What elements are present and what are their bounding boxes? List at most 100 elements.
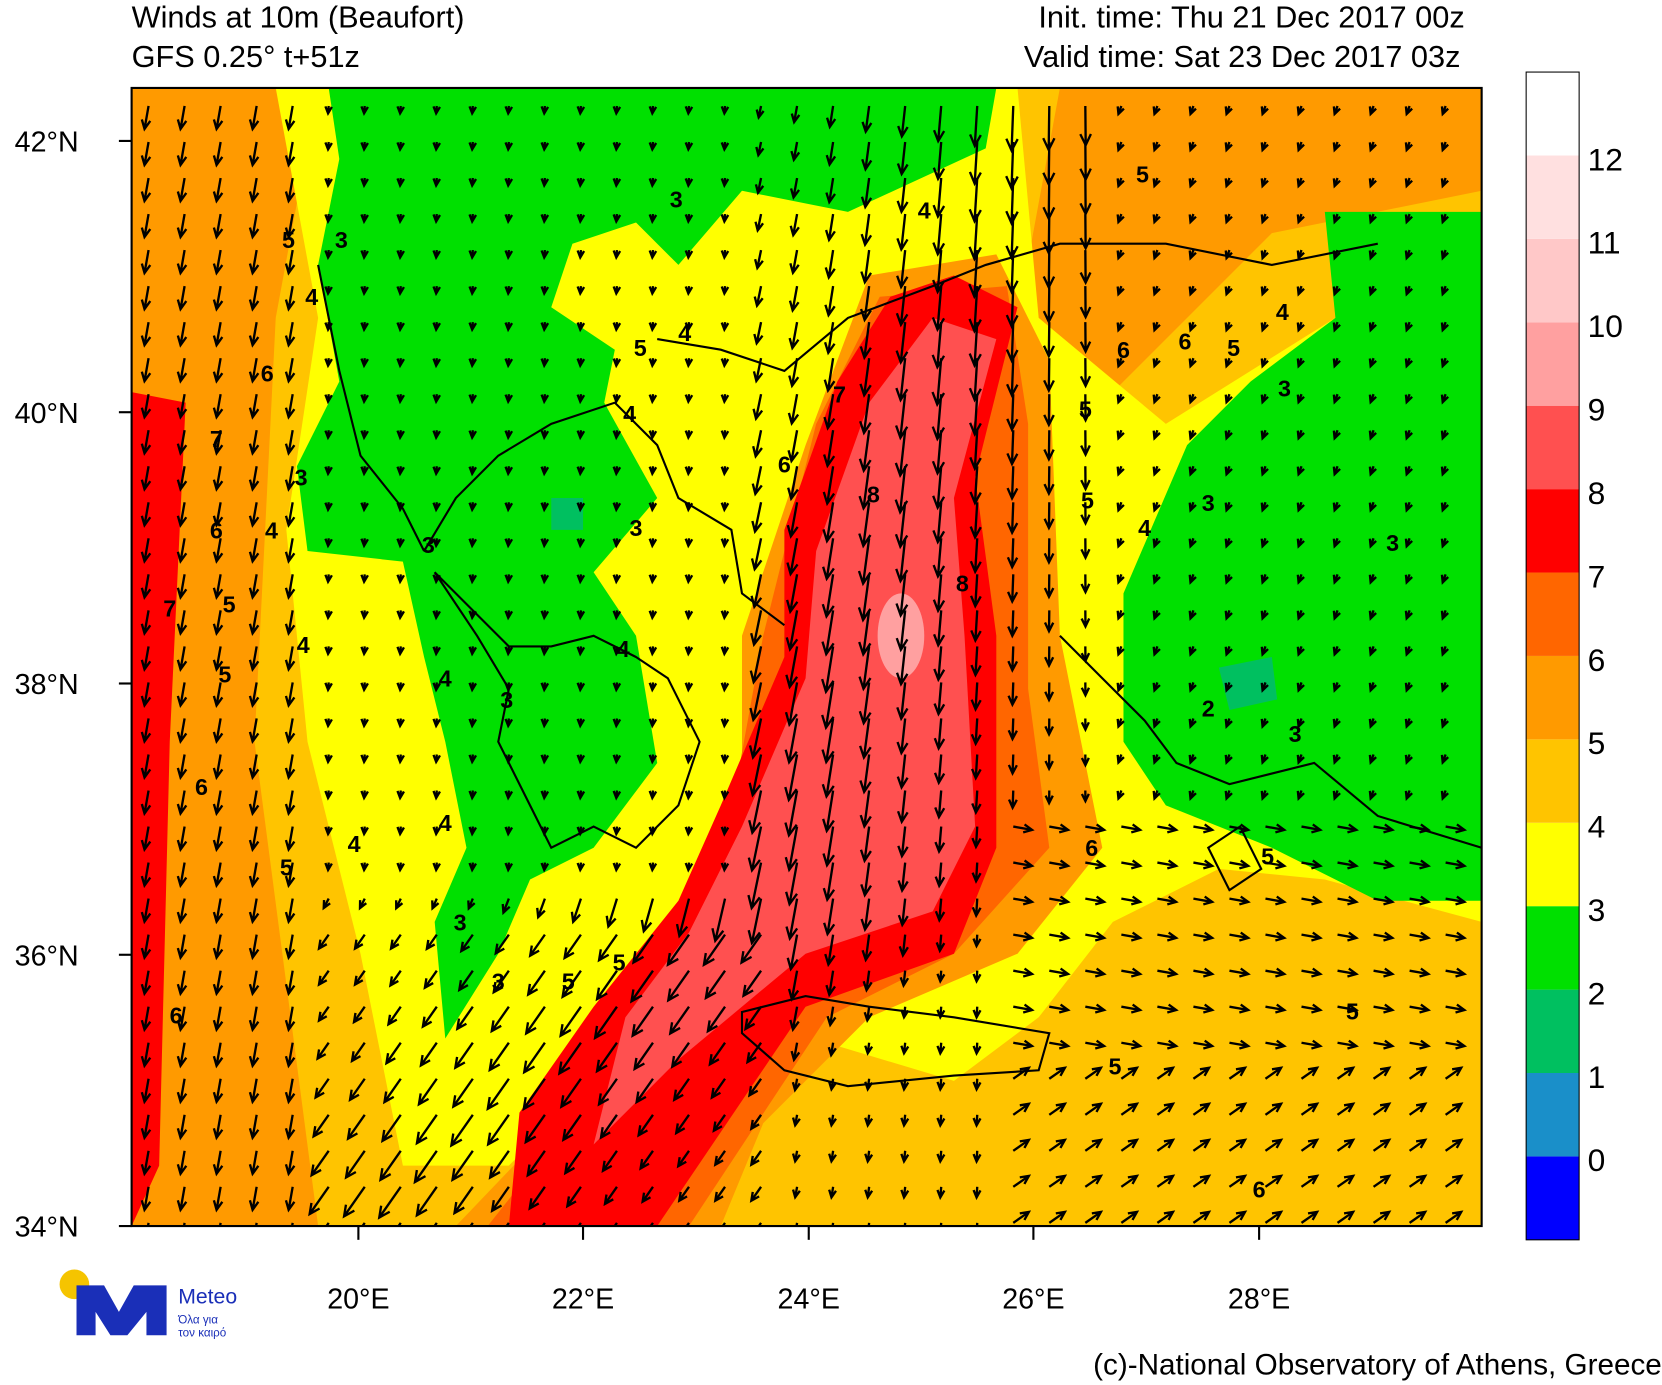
wind-arrow [176, 393, 188, 420]
copyright: (c)-National Observatory of Athens, Gree… [1093, 1348, 1662, 1381]
contour-label: 5 [218, 661, 231, 687]
wind-arrow [1368, 321, 1377, 333]
wind-arrow [1440, 285, 1449, 297]
wind-arrow [176, 826, 188, 853]
wind-arrow [324, 610, 333, 621]
wind-arrow [1229, 895, 1251, 906]
wind-arrow [212, 1042, 224, 1069]
wind-arrow [823, 394, 836, 431]
wind-arrow [612, 322, 622, 333]
wind-arrow [789, 1006, 800, 1033]
wind-arrow [968, 322, 982, 369]
wind-arrow [1296, 105, 1305, 117]
wind-arrow [752, 429, 763, 459]
wind-arrow [378, 1150, 402, 1182]
wind-arrow [176, 898, 188, 925]
wind-arrow [670, 1042, 690, 1069]
wind-arrow [969, 466, 982, 506]
wind-arrow [522, 1042, 546, 1075]
contour-label: 5 [1109, 1054, 1122, 1080]
wind-arrow [933, 754, 946, 786]
wind-arrow [395, 898, 404, 911]
wind-arrow [212, 213, 224, 240]
contour-label: 5 [1079, 397, 1092, 423]
wind-arrow [140, 970, 152, 997]
wind-arrow [468, 682, 478, 693]
wind-arrow [824, 249, 836, 281]
wind-arrow [1260, 213, 1269, 225]
wind-arrow [1049, 895, 1071, 906]
wind-arrow [1372, 1102, 1392, 1116]
wind-arrow [1229, 859, 1251, 870]
wind-arrow [284, 970, 296, 997]
wind-arrow [176, 285, 188, 312]
wind-arrow [504, 249, 514, 261]
wind-arrow [932, 574, 946, 614]
colorbar-segment [1526, 1073, 1580, 1157]
wind-arrow [1049, 931, 1071, 942]
wind-arrow [1296, 141, 1305, 153]
wind-arrow [212, 1078, 224, 1105]
wind-arrow [396, 358, 405, 369]
wind-arrow [821, 718, 835, 765]
wind-arrow [421, 1006, 438, 1029]
contour-label: 3 [630, 515, 643, 541]
wind-arrow [1152, 105, 1161, 117]
wind-arrow [284, 646, 296, 673]
colorbar-segment [1526, 655, 1580, 740]
wind-arrow [490, 1006, 510, 1034]
valid-time: Valid time: Sat 23 Dec 2017 03z [1024, 39, 1461, 74]
wind-arrow [824, 285, 836, 318]
wind-arrow [1224, 609, 1233, 621]
wind-arrow [176, 682, 188, 709]
wind-arrow [900, 1114, 910, 1128]
wind-arrow [360, 358, 369, 369]
wind-arrow [360, 141, 369, 153]
contour-label: 5 [1136, 161, 1149, 187]
wind-arrow [710, 1078, 726, 1100]
wind-arrow [748, 790, 763, 836]
wind-arrow [1120, 1102, 1140, 1116]
wind-arrow [1084, 1066, 1104, 1080]
wind-arrow [176, 1006, 188, 1033]
wind-arrow [1080, 574, 1091, 595]
wind-arrow [791, 1150, 801, 1164]
wind-arrow [1228, 1066, 1248, 1080]
wind-arrow [1332, 429, 1341, 441]
wind-arrow [741, 969, 763, 998]
contour-label: 4 [297, 632, 310, 658]
wind-arrow [352, 1006, 366, 1025]
wind-arrow [468, 754, 478, 765]
wind-arrow [140, 538, 152, 564]
contour-label: 8 [867, 481, 880, 507]
wind-arrow [324, 502, 333, 513]
wind-arrow [432, 105, 441, 117]
wind-arrow [1013, 931, 1035, 942]
wind-arrow [1043, 538, 1055, 566]
wind-arrow [747, 1078, 763, 1098]
wind-arrow [468, 286, 478, 297]
wind-arrow [1296, 537, 1305, 549]
wind-arrow [1296, 321, 1305, 333]
wind-arrow [864, 1078, 874, 1092]
wind-arrow [324, 718, 333, 729]
wind-arrow [822, 538, 835, 582]
wind-arrow [1156, 1174, 1176, 1188]
lat-label: 40°N [15, 398, 79, 430]
wind-arrow [540, 790, 550, 801]
wind-arrow [1116, 646, 1125, 657]
wind-arrow [324, 213, 333, 225]
wind-arrow [1043, 394, 1055, 428]
wind-arrow [704, 969, 726, 1001]
wind-arrow [859, 754, 872, 795]
wind-arrow [504, 466, 514, 477]
wind-arrow [933, 646, 946, 683]
wind-arrow [526, 1150, 546, 1178]
wind-arrow [1043, 358, 1055, 394]
wind-arrow [504, 862, 514, 873]
wind-arrow [1224, 321, 1233, 333]
wind-arrow [1044, 754, 1054, 772]
wind-arrow [540, 754, 550, 765]
wind-arrow [540, 249, 550, 261]
wind-arrow [1085, 931, 1107, 942]
